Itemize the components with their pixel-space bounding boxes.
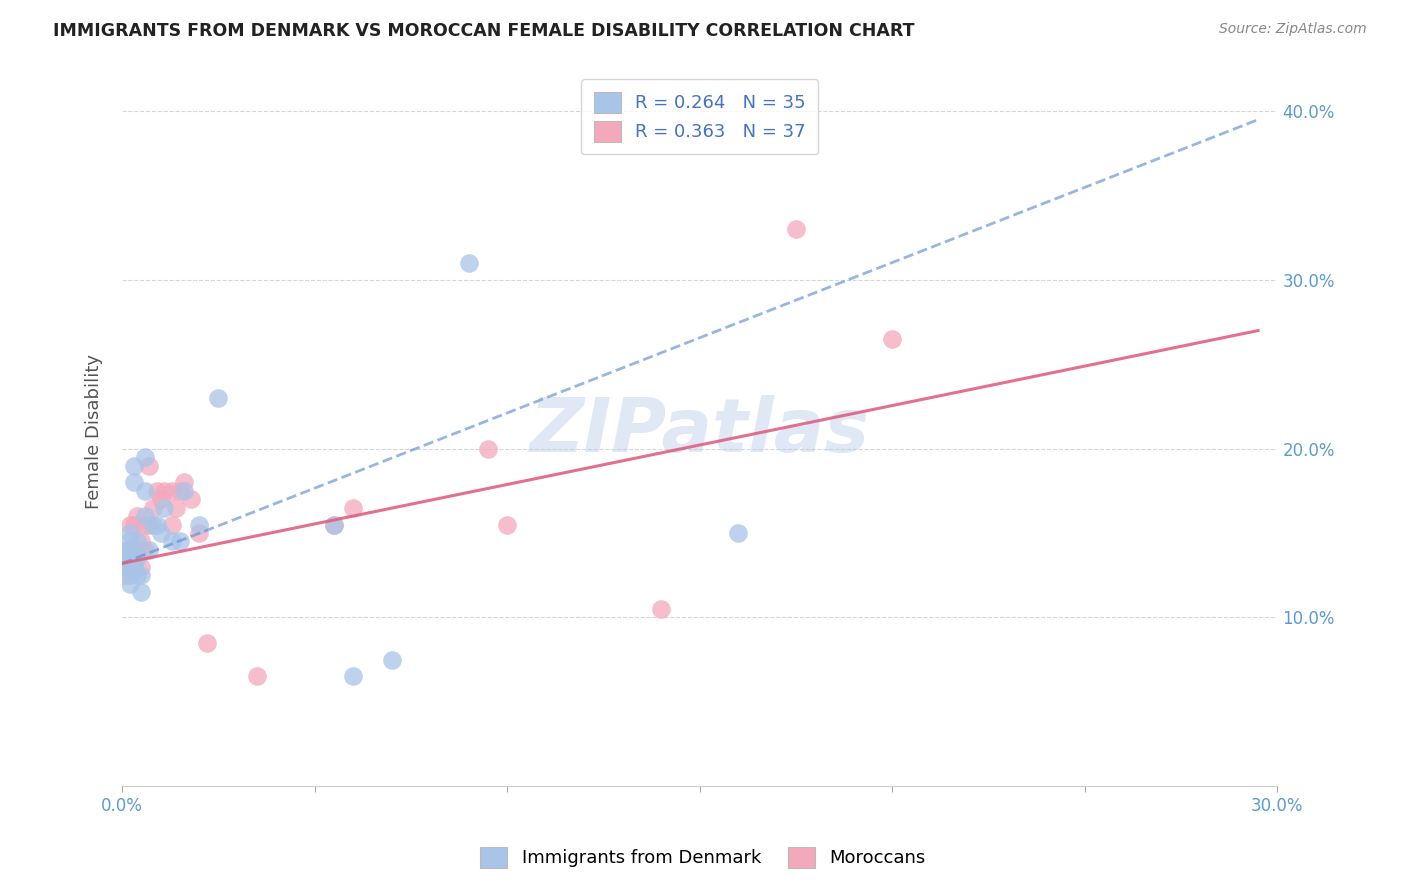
Point — [188, 526, 211, 541]
Point — [457, 256, 479, 270]
Point — [122, 551, 145, 566]
Point — [118, 576, 141, 591]
Point — [160, 517, 183, 532]
Point — [727, 526, 749, 541]
Point — [115, 551, 138, 566]
Text: ZIPatlas: ZIPatlas — [530, 395, 870, 468]
Point — [149, 526, 172, 541]
Point — [118, 517, 141, 532]
Point — [246, 669, 269, 683]
Point — [145, 483, 167, 498]
Point — [118, 542, 141, 557]
Text: Source: ZipAtlas.com: Source: ZipAtlas.com — [1219, 22, 1367, 37]
Point — [127, 551, 149, 566]
Point — [122, 475, 145, 490]
Legend: R = 0.264   N = 35, R = 0.363   N = 37: R = 0.264 N = 35, R = 0.363 N = 37 — [581, 79, 818, 154]
Point — [785, 222, 807, 236]
Point — [153, 500, 176, 515]
Point — [153, 483, 176, 498]
Point — [127, 542, 149, 557]
Point — [115, 568, 138, 582]
Point — [195, 636, 218, 650]
Point — [188, 517, 211, 532]
Point — [122, 559, 145, 574]
Point — [115, 542, 138, 557]
Point — [138, 458, 160, 473]
Point — [134, 509, 156, 524]
Point — [322, 517, 344, 532]
Point — [160, 534, 183, 549]
Point — [131, 534, 153, 549]
Point — [122, 542, 145, 557]
Y-axis label: Female Disability: Female Disability — [86, 354, 103, 509]
Text: IMMIGRANTS FROM DENMARK VS MOROCCAN FEMALE DISABILITY CORRELATION CHART: IMMIGRANTS FROM DENMARK VS MOROCCAN FEMA… — [53, 22, 915, 40]
Point — [342, 669, 364, 683]
Point — [142, 517, 165, 532]
Point — [131, 568, 153, 582]
Point — [134, 517, 156, 532]
Point — [322, 517, 344, 532]
Point — [115, 551, 138, 566]
Point — [118, 551, 141, 566]
Point — [118, 568, 141, 582]
Legend: Immigrants from Denmark, Moroccans: Immigrants from Denmark, Moroccans — [470, 836, 936, 879]
Point — [342, 500, 364, 515]
Point — [118, 534, 141, 549]
Point — [127, 534, 149, 549]
Point — [160, 483, 183, 498]
Point — [882, 332, 904, 346]
Point — [115, 559, 138, 574]
Point — [122, 559, 145, 574]
Point — [477, 442, 499, 456]
Point — [115, 559, 138, 574]
Point — [118, 542, 141, 557]
Point — [122, 517, 145, 532]
Point — [180, 492, 202, 507]
Point — [165, 500, 187, 515]
Point — [138, 517, 160, 532]
Point — [127, 509, 149, 524]
Point — [149, 492, 172, 507]
Point — [173, 475, 195, 490]
Point — [381, 652, 404, 666]
Point — [134, 450, 156, 464]
Point — [169, 483, 191, 498]
Point — [138, 542, 160, 557]
Point — [134, 483, 156, 498]
Point — [131, 585, 153, 599]
Point — [118, 526, 141, 541]
Point — [650, 602, 672, 616]
Point — [173, 483, 195, 498]
Point — [134, 542, 156, 557]
Point — [207, 391, 229, 405]
Point — [142, 500, 165, 515]
Point — [131, 559, 153, 574]
Point — [127, 568, 149, 582]
Point — [496, 517, 519, 532]
Point — [145, 517, 167, 532]
Point — [169, 534, 191, 549]
Point — [122, 458, 145, 473]
